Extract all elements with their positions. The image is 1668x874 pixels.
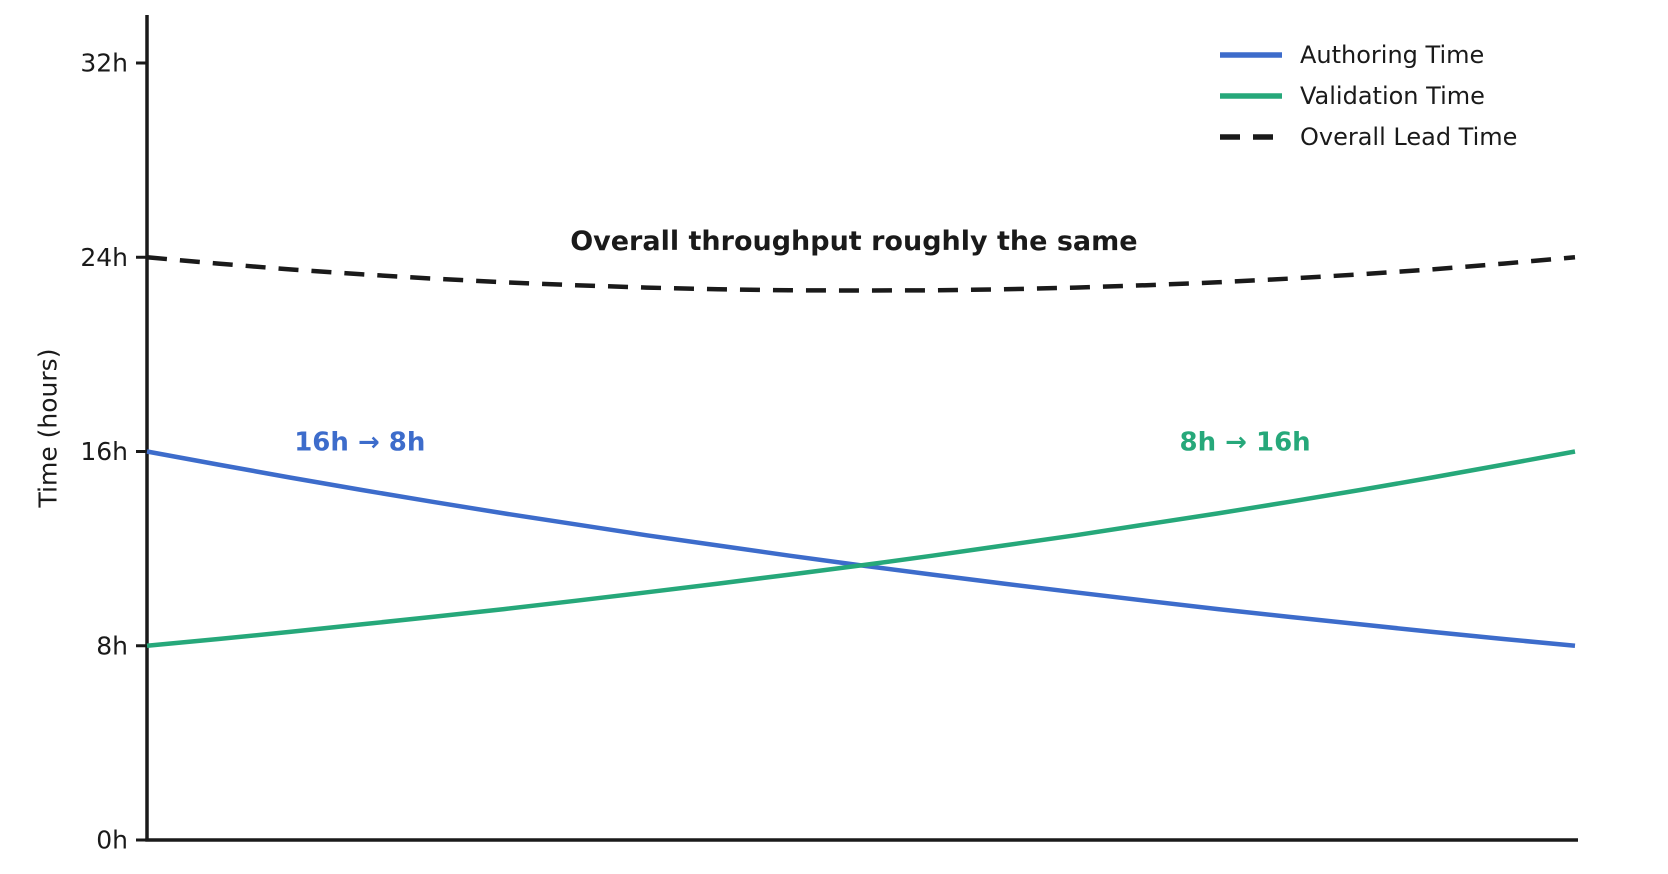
y-axis: 0h 8h 16h 24h 32h Time (hours) (34, 15, 149, 855)
legend-label-overall: Overall Lead Time (1300, 123, 1517, 151)
y-tick-label-32h: 32h (80, 49, 128, 78)
overall-lead-time-line (146, 255, 1576, 293)
y-tick-label-24h: 24h (80, 243, 128, 272)
y-tick-label-8h: 8h (96, 631, 128, 660)
legend: Authoring Time Validation Time Overall L… (1220, 41, 1517, 151)
annotation-overall-throughput: Overall throughput roughly the same (570, 226, 1137, 257)
annotation-validation-change: 8h → 16h (1180, 427, 1311, 457)
validation-time-line (146, 449, 1576, 649)
legend-label-authoring: Authoring Time (1300, 41, 1484, 69)
y-axis-label: Time (hours) (34, 349, 63, 509)
y-tick-label-16h: 16h (80, 437, 128, 466)
legend-label-validation: Validation Time (1300, 82, 1485, 110)
annotation-authoring-change: 16h → 8h (294, 427, 425, 457)
y-tick-label-0h: 0h (96, 826, 128, 855)
series-lines (146, 255, 1576, 649)
authoring-time-line (146, 449, 1576, 649)
